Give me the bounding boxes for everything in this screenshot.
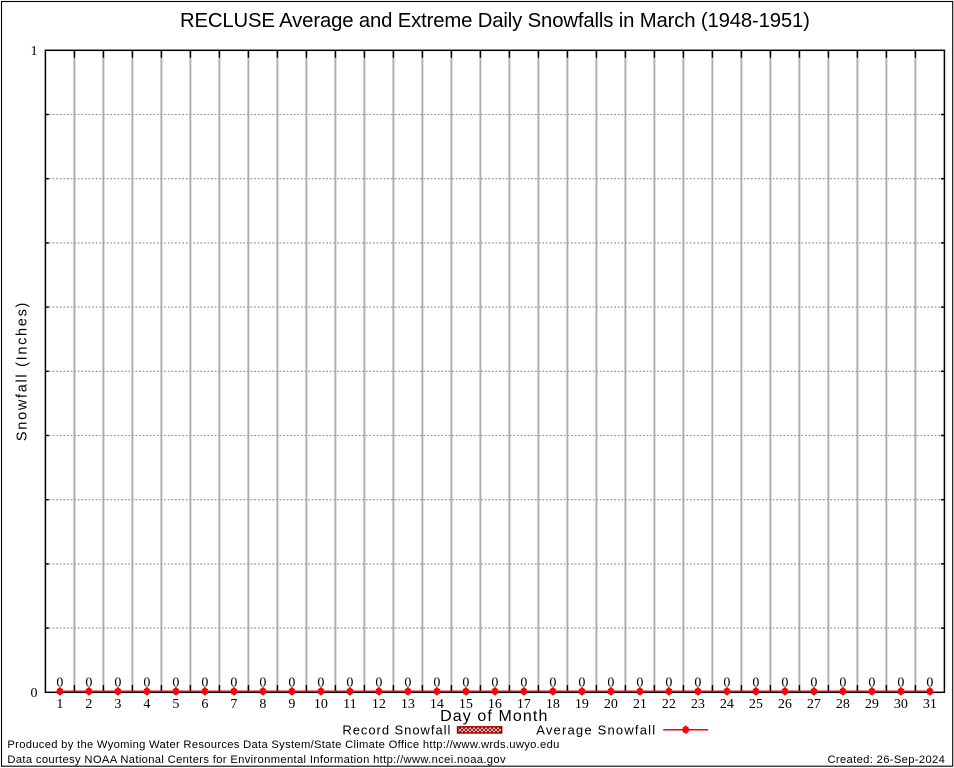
svg-text:2: 2 bbox=[85, 697, 92, 712]
svg-text:0: 0 bbox=[404, 675, 411, 690]
svg-text:0: 0 bbox=[926, 675, 933, 690]
svg-text:Average Snowfall: Average Snowfall bbox=[536, 722, 656, 737]
svg-text:0: 0 bbox=[868, 675, 875, 690]
svg-text:0: 0 bbox=[31, 686, 38, 701]
svg-text:0: 0 bbox=[346, 675, 353, 690]
svg-text:11: 11 bbox=[343, 697, 356, 712]
svg-text:26: 26 bbox=[778, 697, 792, 712]
svg-text:Data courtesy NOAA National Ce: Data courtesy NOAA National Centers for … bbox=[7, 754, 506, 766]
svg-text:RECLUSE Average and Extreme Da: RECLUSE Average and Extreme Daily Snowfa… bbox=[180, 10, 810, 32]
svg-text:0: 0 bbox=[520, 675, 527, 690]
svg-text:0: 0 bbox=[839, 675, 846, 690]
svg-text:27: 27 bbox=[807, 697, 821, 712]
svg-text:25: 25 bbox=[749, 697, 763, 712]
svg-text:31: 31 bbox=[923, 697, 937, 712]
svg-text:19: 19 bbox=[575, 697, 589, 712]
svg-text:7: 7 bbox=[230, 697, 237, 712]
svg-text:1: 1 bbox=[56, 697, 63, 712]
svg-text:0: 0 bbox=[491, 675, 498, 690]
svg-text:0: 0 bbox=[810, 675, 817, 690]
svg-text:17: 17 bbox=[517, 697, 531, 712]
svg-text:13: 13 bbox=[401, 697, 415, 712]
svg-text:6: 6 bbox=[201, 697, 208, 712]
svg-text:0: 0 bbox=[288, 675, 295, 690]
svg-text:4: 4 bbox=[143, 697, 150, 712]
svg-text:23: 23 bbox=[691, 697, 705, 712]
svg-text:10: 10 bbox=[314, 697, 328, 712]
svg-text:24: 24 bbox=[720, 697, 734, 712]
svg-text:15: 15 bbox=[459, 697, 473, 712]
svg-text:18: 18 bbox=[546, 697, 560, 712]
svg-text:14: 14 bbox=[430, 697, 444, 712]
svg-text:30: 30 bbox=[894, 697, 908, 712]
svg-text:28: 28 bbox=[836, 697, 850, 712]
svg-text:0: 0 bbox=[578, 675, 585, 690]
svg-text:Created: 26-Sep-2024: Created: 26-Sep-2024 bbox=[827, 754, 945, 766]
svg-text:16: 16 bbox=[488, 697, 502, 712]
svg-text:21: 21 bbox=[633, 697, 647, 712]
svg-text:0: 0 bbox=[607, 675, 614, 690]
svg-text:0: 0 bbox=[375, 675, 382, 690]
svg-text:0: 0 bbox=[317, 675, 324, 690]
svg-text:0: 0 bbox=[114, 675, 121, 690]
svg-text:0: 0 bbox=[433, 675, 440, 690]
svg-text:12: 12 bbox=[372, 697, 386, 712]
svg-text:0: 0 bbox=[694, 675, 701, 690]
svg-text:20: 20 bbox=[604, 697, 618, 712]
svg-text:Day of Month: Day of Month bbox=[440, 708, 548, 725]
svg-text:29: 29 bbox=[865, 697, 879, 712]
svg-text:0: 0 bbox=[636, 675, 643, 690]
svg-text:0: 0 bbox=[230, 675, 237, 690]
svg-text:0: 0 bbox=[752, 675, 759, 690]
svg-text:0: 0 bbox=[56, 675, 63, 690]
svg-text:0: 0 bbox=[259, 675, 266, 690]
svg-text:1: 1 bbox=[31, 44, 38, 59]
svg-text:0: 0 bbox=[723, 675, 730, 690]
svg-text:3: 3 bbox=[114, 697, 121, 712]
svg-text:0: 0 bbox=[549, 675, 556, 690]
svg-text:9: 9 bbox=[288, 697, 295, 712]
svg-text:Record Snowfall: Record Snowfall bbox=[342, 722, 451, 737]
svg-text:0: 0 bbox=[172, 675, 179, 690]
svg-text:22: 22 bbox=[662, 697, 676, 712]
svg-text:0: 0 bbox=[462, 675, 469, 690]
svg-text:0: 0 bbox=[143, 675, 150, 690]
svg-text:0: 0 bbox=[665, 675, 672, 690]
svg-text:0: 0 bbox=[85, 675, 92, 690]
svg-text:0: 0 bbox=[897, 675, 904, 690]
svg-text:Produced by the Wyoming Water: Produced by the Wyoming Water Resources … bbox=[7, 739, 559, 751]
svg-text:8: 8 bbox=[259, 697, 266, 712]
svg-text:5: 5 bbox=[172, 697, 179, 712]
svg-text:0: 0 bbox=[201, 675, 208, 690]
svg-text:0: 0 bbox=[781, 675, 788, 690]
svg-text:Snowfall (Inches): Snowfall (Inches) bbox=[14, 301, 30, 441]
